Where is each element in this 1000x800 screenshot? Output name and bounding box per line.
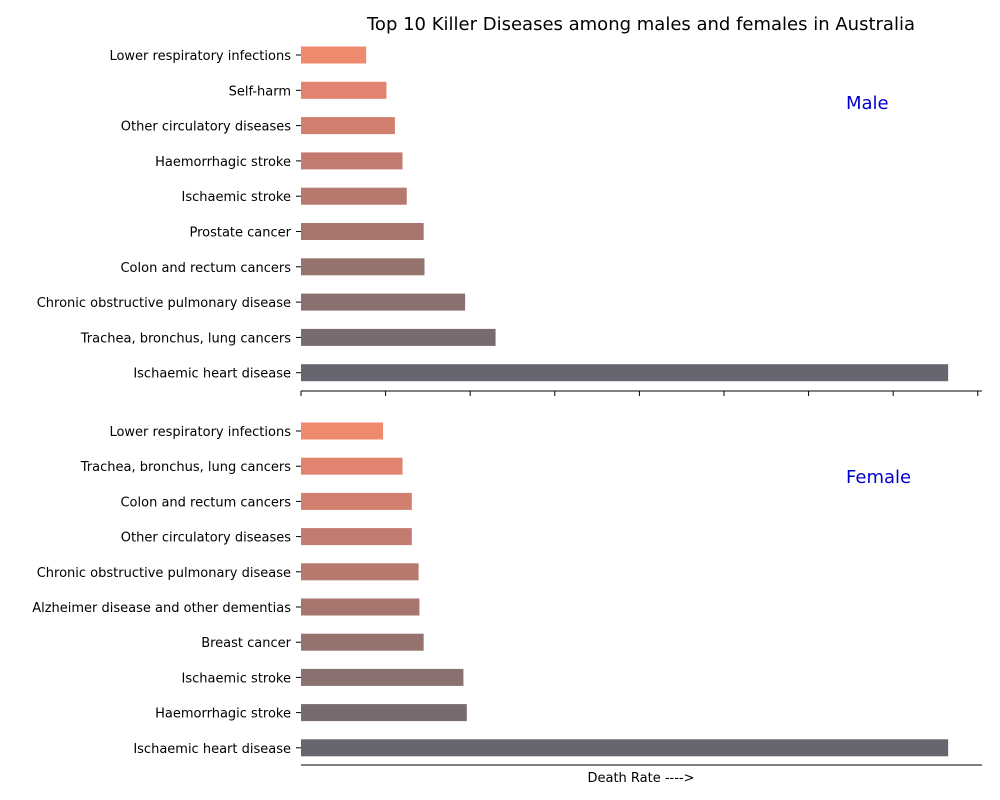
male-category-label-6: Prostate cancer <box>189 226 291 241</box>
female-category-label-7: Breast cancer <box>201 636 291 651</box>
male-category-label-1: Lower respiratory infections <box>109 49 291 64</box>
male-category-label-2: Self-harm <box>229 84 291 99</box>
female-bar-5 <box>301 563 419 581</box>
chart-title: Top 10 Killer Diseases among males and f… <box>366 14 915 35</box>
female-category-label-9: Haemorrhagic stroke <box>155 707 291 722</box>
male-category-label-5: Ischaemic stroke <box>182 190 291 205</box>
female-bar-6 <box>301 598 420 616</box>
male-category-label-8: Chronic obstructive pulmonary disease <box>37 296 291 311</box>
male-bar-6 <box>301 223 424 240</box>
female-bar-9 <box>301 704 467 722</box>
male-bar-9 <box>301 328 496 346</box>
female-panel: Lower respiratory infections Trachea, bro… <box>32 422 982 766</box>
male-panel: Lower respiratory infections Self-harm Oth… <box>37 46 982 396</box>
male-bar-1 <box>301 46 367 64</box>
female-bar-2 <box>301 457 403 475</box>
female-bar-10 <box>301 739 949 757</box>
female-category-label-2: Trachea, bronchus, lung cancers <box>80 460 291 475</box>
male-category-label-3: Other circulatory diseases <box>121 120 291 135</box>
female-category-label-3: Colon and rectum cancers <box>120 495 291 510</box>
male-category-label-10: Ischaemic heart disease <box>133 367 291 382</box>
male-bar-10 <box>301 364 949 382</box>
female-bar-1 <box>301 422 384 440</box>
female-bar-3 <box>301 492 412 510</box>
male-bar-7 <box>301 258 425 276</box>
male-bar-2 <box>301 81 387 99</box>
female-category-label-10: Ischaemic heart disease <box>133 742 291 757</box>
female-category-label-5: Chronic obstructive pulmonary disease <box>37 566 291 581</box>
male-bar-4 <box>301 152 403 170</box>
male-bar-3 <box>301 117 395 135</box>
female-category-label-1: Lower respiratory infections <box>109 425 291 440</box>
female-category-label-8: Ischaemic stroke <box>182 671 291 686</box>
female-panel-label: Female <box>846 467 911 488</box>
male-bar-8 <box>301 293 466 311</box>
female-bar-7 <box>301 633 424 651</box>
male-panel-label: Male <box>846 93 889 114</box>
male-bar-5 <box>301 187 407 205</box>
male-category-label-7: Colon and rectum cancers <box>120 261 291 276</box>
male-category-label-4: Haemorrhagic stroke <box>155 155 291 170</box>
female-bar-4 <box>301 528 412 546</box>
female-category-label-4: Other circulatory diseases <box>121 531 291 546</box>
female-bar-8 <box>301 668 464 686</box>
male-category-label-9: Trachea, bronchus, lung cancers <box>80 331 291 346</box>
x-axis-label: Death Rate ----> <box>587 771 694 786</box>
female-category-label-6: Alzheimer disease and other dementias <box>32 601 291 616</box>
